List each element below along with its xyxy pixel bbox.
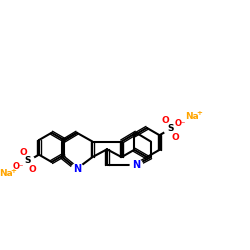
- Text: Na: Na: [0, 169, 13, 178]
- Text: O: O: [172, 133, 179, 142]
- Text: O: O: [162, 116, 170, 125]
- Text: S: S: [167, 124, 174, 134]
- Text: N: N: [132, 160, 140, 170]
- Text: O: O: [29, 165, 37, 174]
- Text: O⁻: O⁻: [175, 118, 186, 128]
- Text: N: N: [73, 164, 81, 174]
- Text: O⁻: O⁻: [12, 162, 24, 171]
- Text: +: +: [10, 168, 16, 174]
- Text: +: +: [196, 110, 202, 116]
- Text: S: S: [25, 156, 31, 166]
- Text: Na: Na: [186, 112, 199, 121]
- Text: O: O: [19, 148, 27, 157]
